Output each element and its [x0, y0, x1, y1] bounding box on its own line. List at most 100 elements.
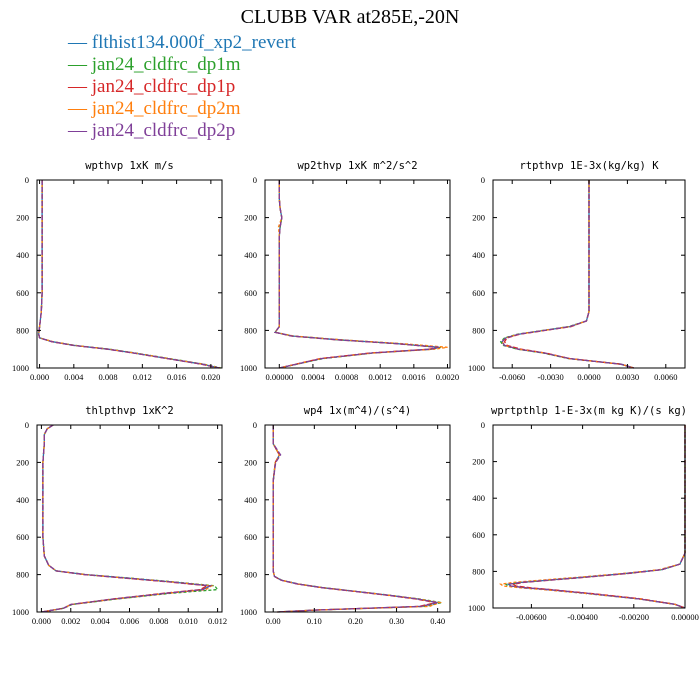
series-line-5	[273, 180, 440, 369]
legend-entry-4: — jan24_cldfrc_dp2m	[68, 98, 296, 120]
legend-dash: —	[68, 98, 92, 119]
y-tick-label: 800	[16, 570, 29, 580]
x-tick-label: 0.20	[348, 616, 363, 626]
series-line-1	[501, 180, 634, 369]
y-tick-label: 0	[481, 420, 485, 430]
panel-2: wp2thvp 1xK m^2/s^2 0 200 400 600 800 1000 0.00…	[240, 160, 459, 382]
y-tick-label: 800	[16, 325, 29, 335]
y-tick-label: 800	[472, 566, 485, 576]
panel-title: thlpthvp 1xK^2	[85, 405, 174, 417]
legend-dash: —	[68, 76, 92, 97]
y-tick-label: 400	[472, 493, 485, 503]
series-line-5	[41, 424, 213, 613]
y-tick-label: 400	[16, 495, 29, 505]
x-tick-label: 0.012	[133, 372, 152, 382]
x-tick-label: 0.0000	[577, 372, 600, 382]
y-tick-label: 200	[244, 213, 257, 223]
x-tick-label: 0.002	[61, 616, 80, 626]
plot-frame	[264, 179, 451, 369]
x-tick-label: 0.0020	[436, 372, 459, 382]
panel-title: rtpthvp 1E-3x(kg/kg) K	[519, 160, 659, 172]
series-line-2	[504, 425, 686, 609]
series-line-5	[272, 425, 438, 613]
y-tick-label: 400	[16, 250, 29, 260]
series-line-1	[273, 180, 440, 369]
series-line-4	[41, 424, 214, 613]
series-line-3	[273, 180, 438, 369]
legend-label: jan24_cldfrc_dp2p	[91, 120, 236, 141]
y-tick-label: 400	[244, 250, 257, 260]
x-tick-label: 0.00000	[671, 612, 699, 622]
y-tick-label: 1000	[12, 607, 29, 617]
y-tick-label: 1000	[12, 363, 29, 373]
x-tick-label: 0.020	[201, 372, 220, 382]
y-tick-label: 800	[244, 325, 257, 335]
panel-title: wprtpthlp 1-E-3x(m kg K)/(s kg)	[491, 405, 687, 417]
legend-entry-3: — jan24_cldfrc_dp1p	[68, 76, 296, 98]
y-tick-label: 200	[472, 457, 485, 467]
y-tick-label: 0	[25, 175, 29, 185]
y-tick-label: 1000	[240, 363, 257, 373]
plot-frame	[36, 179, 223, 369]
x-tick-label: 0.0030	[616, 372, 639, 382]
y-tick-label: 600	[472, 530, 485, 540]
y-tick-label: 0	[253, 175, 257, 185]
y-tick-label: 400	[472, 250, 485, 260]
x-tick-label: -0.00400	[567, 612, 597, 622]
series-line-1	[38, 180, 220, 369]
y-tick-label: 600	[472, 288, 485, 298]
series-line-4	[273, 180, 448, 369]
series-line-2	[38, 180, 222, 369]
y-tick-label: 800	[244, 570, 257, 580]
x-tick-label: 0.008	[149, 616, 168, 626]
y-tick-label: 0	[481, 175, 485, 185]
x-tick-label: -0.00200	[619, 612, 649, 622]
panel-6: wprtpthlp 1-E-3x(m kg K)/(s kg) 0 200 400 60…	[468, 405, 699, 622]
x-tick-label: -0.0060	[499, 372, 525, 382]
series-line-4	[499, 425, 686, 609]
legend-entry-5: — jan24_cldfrc_dp2p	[68, 120, 296, 142]
x-tick-label: 0.000	[32, 616, 51, 626]
y-tick-label: 200	[16, 457, 29, 467]
y-tick-label: 1000	[468, 363, 485, 373]
x-tick-label: 0.012	[208, 616, 227, 626]
x-tick-label: 0.00	[266, 616, 281, 626]
series-line-5	[38, 180, 220, 369]
x-tick-label: 0.10	[307, 616, 322, 626]
legend-dash: —	[68, 32, 92, 53]
y-tick-label: 200	[16, 213, 29, 223]
x-tick-label: 0.0016	[402, 372, 425, 382]
series-line-4	[501, 180, 634, 369]
series-line-2	[273, 180, 441, 369]
plot-frame	[264, 424, 451, 613]
y-tick-label: 600	[16, 288, 29, 298]
x-tick-label: 0.30	[389, 616, 404, 626]
y-tick-label: 600	[244, 532, 257, 542]
legend-label: jan24_cldfrc_dp1m	[91, 54, 241, 75]
series-line-3	[503, 180, 634, 369]
x-tick-label: 0.004	[91, 616, 111, 626]
legend-label: jan24_cldfrc_dp2m	[91, 98, 241, 119]
x-tick-label: 0.004	[64, 372, 84, 382]
y-tick-label: 200	[244, 457, 257, 467]
legend-dash: —	[68, 54, 92, 75]
x-tick-label: 0.0004	[301, 372, 325, 382]
x-tick-label: -0.00600	[516, 612, 546, 622]
series-line-5	[501, 180, 634, 369]
y-tick-label: 0	[253, 420, 257, 430]
legend-label: flthist134.000f_xp2_revert	[91, 32, 296, 53]
y-tick-label: 400	[244, 495, 257, 505]
series-line-3	[38, 180, 219, 369]
panel-title: wp2thvp 1xK m^2/s^2	[297, 160, 417, 172]
y-tick-label: 600	[244, 288, 257, 298]
panel-5: wp4 1x(m^4)/(s^4) 0 200 400 600 800 1000 0.00 0.…	[240, 405, 451, 626]
legend-entry-1: — flthist134.000f_xp2_revert	[68, 32, 296, 54]
x-tick-label: 0.000	[30, 372, 49, 382]
series-line-2	[499, 180, 634, 369]
y-tick-label: 1000	[240, 607, 257, 617]
plot-frame	[492, 424, 686, 609]
x-tick-label: 0.40	[430, 616, 445, 626]
legend-dash: —	[68, 120, 92, 141]
